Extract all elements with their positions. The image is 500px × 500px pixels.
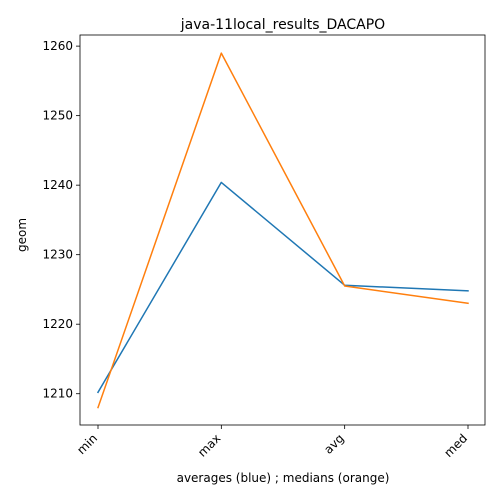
y-tick-label: 1210	[42, 387, 73, 401]
y-axis-label: geom	[15, 218, 29, 252]
y-tick-label: 1260	[42, 39, 73, 53]
series-line-1	[96, 181, 469, 394]
y-tick-label: 1250	[42, 109, 73, 123]
y-tick-label: 1240	[42, 178, 73, 192]
x-axis-label: averages (blue) ; medians (orange)	[177, 471, 390, 485]
series-line-2	[97, 52, 469, 409]
y-tick-label: 1230	[42, 248, 73, 262]
chart-title: java-11local_results_DACAPO	[180, 17, 385, 33]
axes-frame	[79, 34, 486, 426]
y-tick-label: 1220	[42, 317, 73, 331]
